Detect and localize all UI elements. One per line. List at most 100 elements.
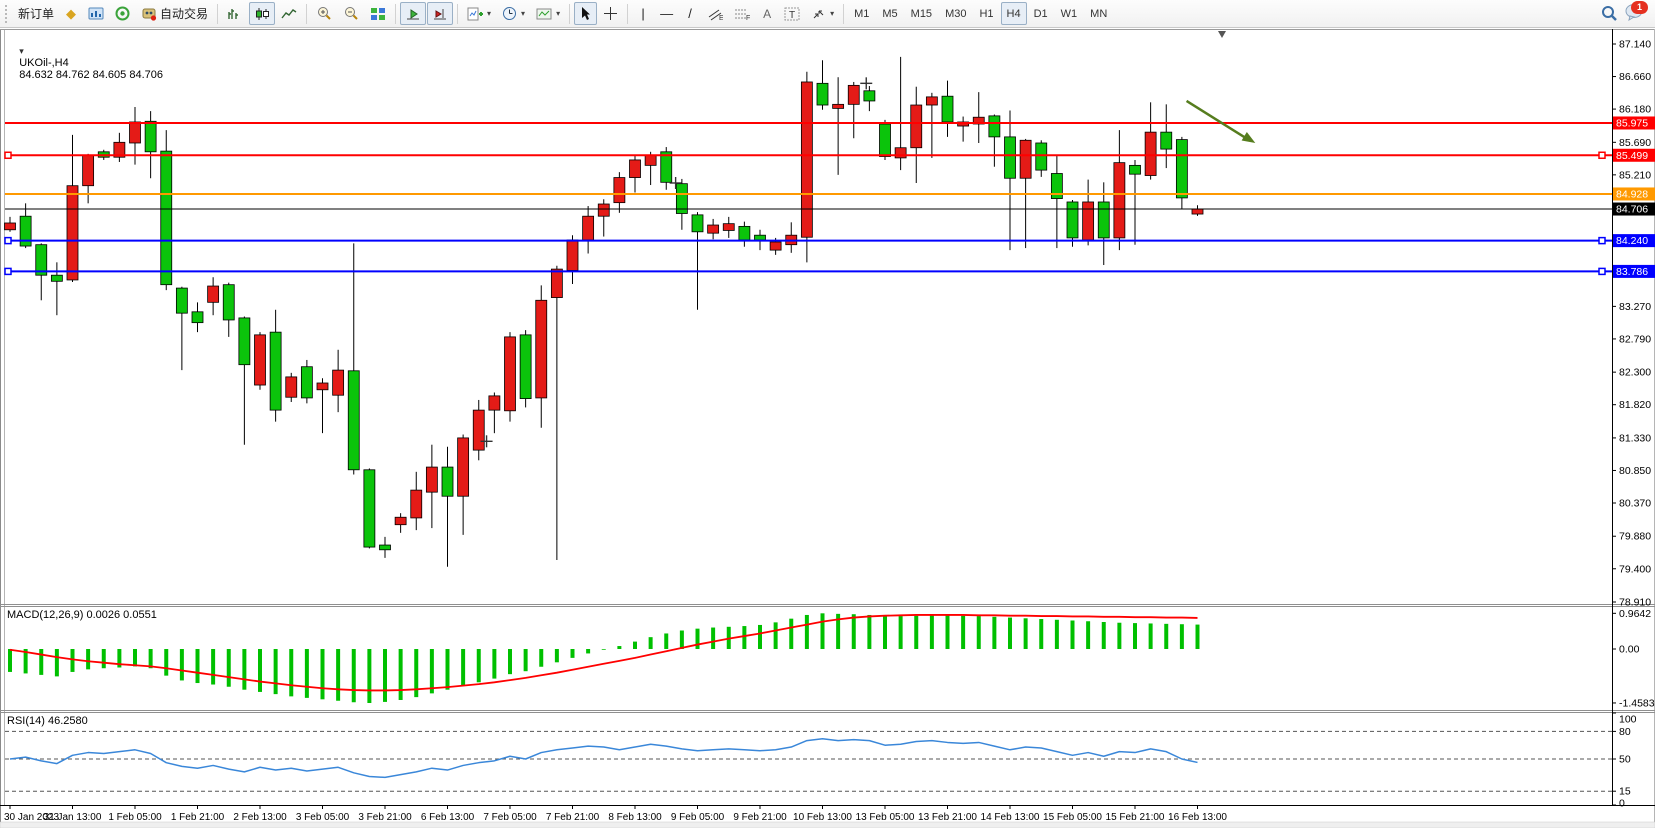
time-tick-label: 10 Feb 13:00 [793, 812, 852, 823]
text-label-tool-button[interactable]: T [779, 2, 805, 25]
timeframe-h1-button[interactable]: H1 [973, 2, 999, 25]
line-chart-icon [281, 8, 297, 18]
candle [1129, 159, 1141, 245]
horizontal-line-84.240[interactable] [4, 236, 1612, 245]
candle [238, 316, 251, 445]
chart-shift-button[interactable] [427, 2, 454, 25]
templates-button[interactable]: ▾ [531, 2, 565, 25]
zoom-out-icon [345, 7, 358, 20]
timeframe-m30-button[interactable]: M30 [939, 2, 972, 25]
crosshair-tool-button[interactable] [598, 2, 623, 25]
trendline-tool-button[interactable]: / [679, 2, 701, 25]
auto-scroll-button[interactable] [400, 2, 427, 25]
plus-marker[interactable] [860, 77, 873, 90]
tile-windows-button[interactable] [365, 2, 391, 25]
chart-menu-icon[interactable]: ▾ [19, 46, 24, 56]
horizontal-line-85.499[interactable] [4, 151, 1612, 160]
line-handle[interactable] [4, 151, 12, 160]
arrows-tool-button[interactable]: ▾ [806, 2, 839, 25]
search-icon[interactable] [1601, 5, 1618, 22]
toolbar-separator [569, 3, 571, 24]
chat-button[interactable]: 1 [1624, 0, 1648, 25]
candlestick-chart-icon [256, 7, 270, 20]
diamond-icon: ◆ [66, 6, 77, 21]
timeframe-w1-button[interactable]: W1 [1055, 2, 1084, 25]
line-handle[interactable] [4, 236, 12, 245]
new-order-button[interactable]: 新订单 [13, 2, 59, 25]
rsi-axis-label: 0 [1619, 798, 1625, 810]
svg-text:84.706: 84.706 [1616, 204, 1648, 216]
candle [597, 199, 610, 237]
macd-pane[interactable] [8, 613, 1200, 703]
vertical-line-icon: | [641, 6, 645, 21]
timeframe-m15-button[interactable]: M15 [905, 2, 938, 25]
signals-button[interactable] [110, 2, 135, 25]
candle [316, 378, 329, 434]
rsi-line [9, 738, 1198, 779]
rsi-pane[interactable] [5, 730, 1612, 792]
time-tick-label: 7 Feb 21:00 [546, 812, 600, 823]
fibonacci-icon: F [735, 9, 750, 21]
plus-marker[interactable] [480, 435, 493, 448]
candle [1035, 140, 1048, 177]
candle [660, 147, 673, 190]
price-tick-label: 82.300 [1619, 367, 1651, 379]
text-tool-button[interactable]: A [756, 2, 778, 25]
vertical-line-tool-button[interactable]: | [632, 2, 654, 25]
candle [691, 212, 704, 310]
macd-axis-label: 0.00 [1619, 644, 1640, 656]
plus-marker[interactable] [669, 176, 682, 189]
indicators-button[interactable]: ▾ [462, 2, 496, 25]
timeframe-d1-button[interactable]: D1 [1028, 2, 1054, 25]
candle [1004, 110, 1016, 251]
auto-trading-button[interactable]: 自动交易 [136, 2, 213, 25]
price-tick-label: 85.210 [1619, 169, 1651, 181]
candle [800, 71, 813, 263]
candle [1097, 182, 1110, 266]
candle [504, 332, 516, 422]
zoom-in-button[interactable] [311, 2, 337, 25]
candle [832, 77, 845, 175]
timeframe-h4-button[interactable]: H4 [1000, 2, 1027, 25]
zoom-out-button[interactable] [338, 2, 364, 25]
line-chart-button[interactable] [276, 2, 302, 25]
candlestick-chart-button[interactable] [249, 2, 276, 25]
candle [332, 349, 345, 413]
bar-chart-button[interactable] [222, 2, 248, 25]
candle [472, 399, 485, 461]
price-axis[interactable]: 87.140 86.660 86.180 85.690 85.210 83.270 82.7… [1612, 29, 1655, 810]
cursor-tool-button[interactable] [574, 2, 598, 25]
equidistant-channel-icon: E [708, 9, 723, 21]
line-handle[interactable] [4, 267, 12, 276]
rsi-axis-label: 80 [1619, 726, 1631, 738]
text-icon: A [763, 6, 772, 21]
time-tick-label: 3 Feb 05:00 [296, 812, 350, 823]
candle [1144, 102, 1157, 180]
timeframe-mn-button[interactable]: MN [1084, 2, 1113, 25]
trend-arrow[interactable] [1185, 99, 1256, 143]
time-tick-label: 8 Feb 13:00 [608, 812, 662, 823]
timeframe-m1-button[interactable]: M1 [848, 2, 875, 25]
svg-text:T: T [789, 10, 795, 21]
horizontal-line-83.786[interactable] [4, 267, 1612, 276]
toolbar-separator [395, 3, 397, 24]
channel-tool-button[interactable]: E [702, 2, 728, 25]
chart-shift-marker[interactable] [1218, 31, 1226, 38]
line-handle[interactable] [1598, 151, 1606, 160]
indicators-dropdown-icon: ▾ [487, 9, 492, 18]
horizontal-line-tool-button[interactable]: — [655, 2, 678, 25]
toolbar-grip[interactable] [5, 4, 10, 23]
price-tick-label: 79.400 [1619, 563, 1651, 575]
terminal-button[interactable] [83, 2, 109, 25]
line-handle[interactable] [1598, 236, 1606, 245]
timeframe-m5-button[interactable]: M5 [876, 2, 903, 25]
signals-icon [115, 6, 130, 21]
line-handle[interactable] [1598, 267, 1606, 276]
diamond-button[interactable]: ◆ [60, 2, 82, 25]
periods-button[interactable]: ▾ [497, 2, 530, 25]
time-tick-label: 15 Feb 05:00 [1043, 812, 1102, 823]
fibonacci-tool-button[interactable]: F [729, 2, 755, 25]
time-tick-label: 30 Jan 2023 [4, 812, 59, 823]
